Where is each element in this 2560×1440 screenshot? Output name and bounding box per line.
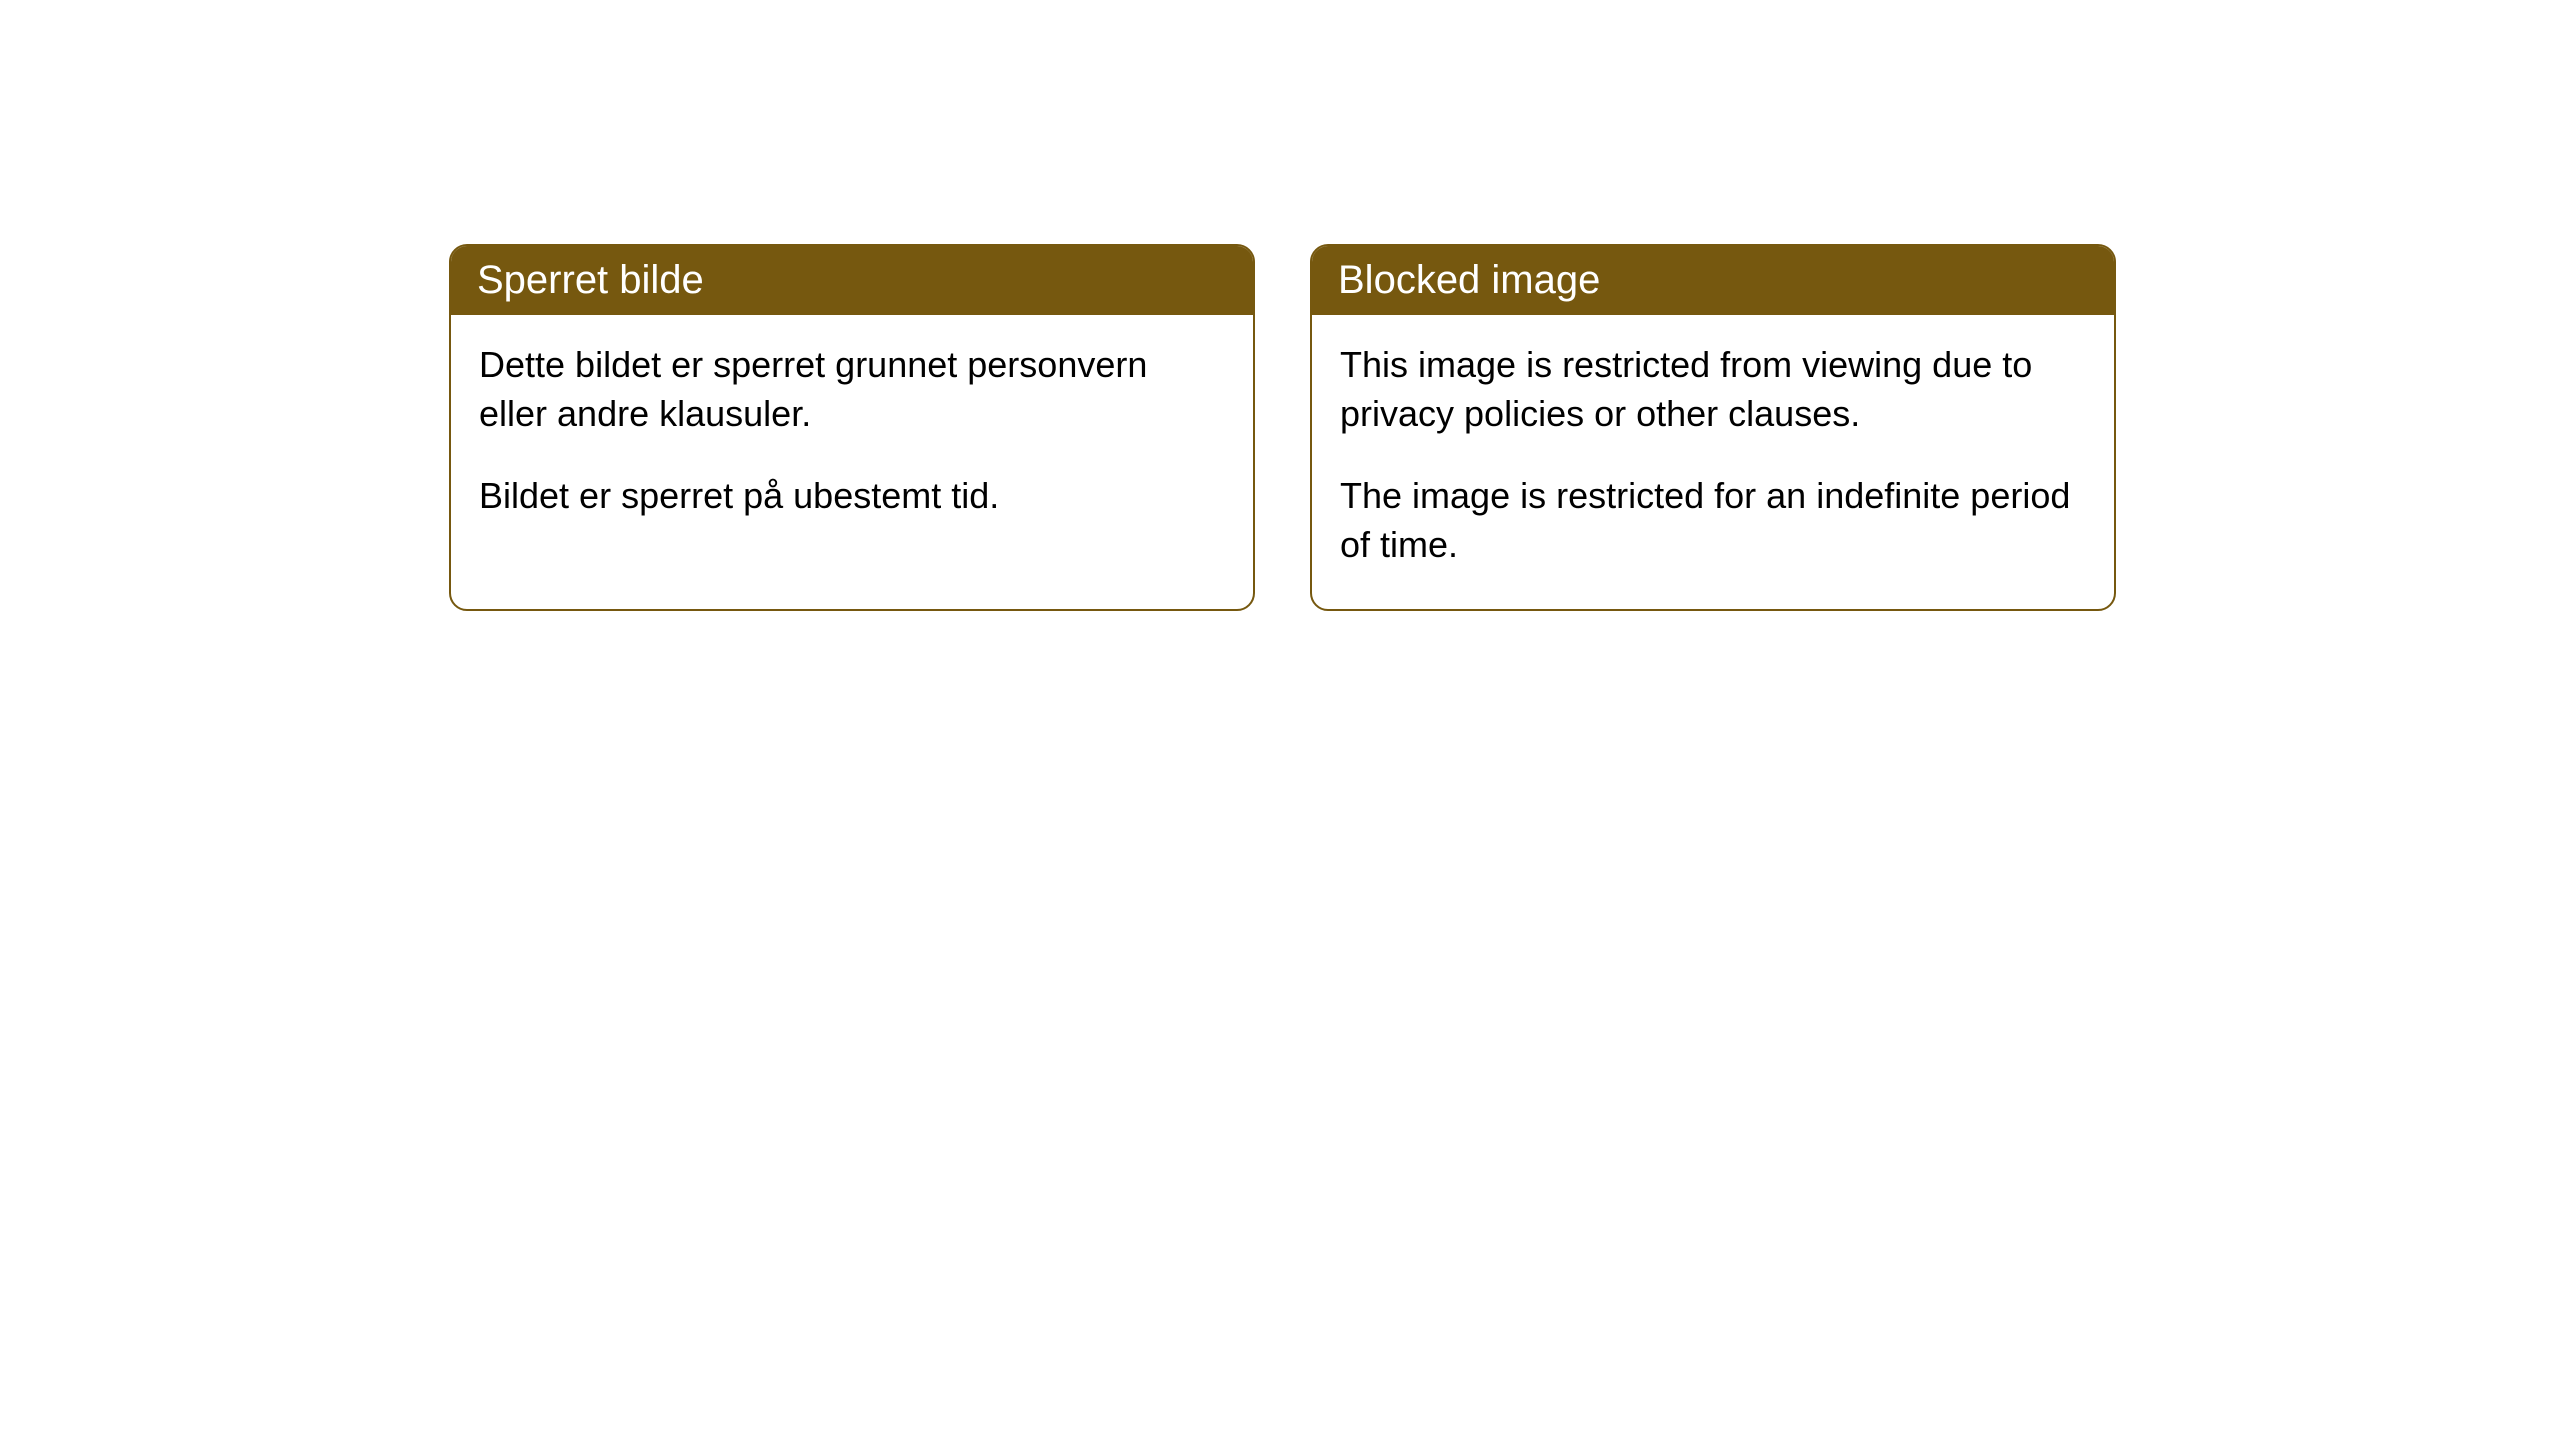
- card-paragraph: Dette bildet er sperret grunnet personve…: [479, 341, 1225, 438]
- card-paragraph: This image is restricted from viewing du…: [1340, 341, 2086, 438]
- card-body: This image is restricted from viewing du…: [1312, 315, 2114, 609]
- card-paragraph: The image is restricted for an indefinit…: [1340, 472, 2086, 569]
- card-title: Sperret bilde: [477, 258, 704, 302]
- card-header: Sperret bilde: [451, 246, 1253, 315]
- notice-card-norwegian: Sperret bilde Dette bildet er sperret gr…: [449, 244, 1255, 611]
- card-body: Dette bildet er sperret grunnet personve…: [451, 315, 1253, 561]
- card-header: Blocked image: [1312, 246, 2114, 315]
- card-title: Blocked image: [1338, 258, 1600, 302]
- notice-cards-container: Sperret bilde Dette bildet er sperret gr…: [449, 244, 2116, 611]
- card-paragraph: Bildet er sperret på ubestemt tid.: [479, 472, 1225, 521]
- notice-card-english: Blocked image This image is restricted f…: [1310, 244, 2116, 611]
